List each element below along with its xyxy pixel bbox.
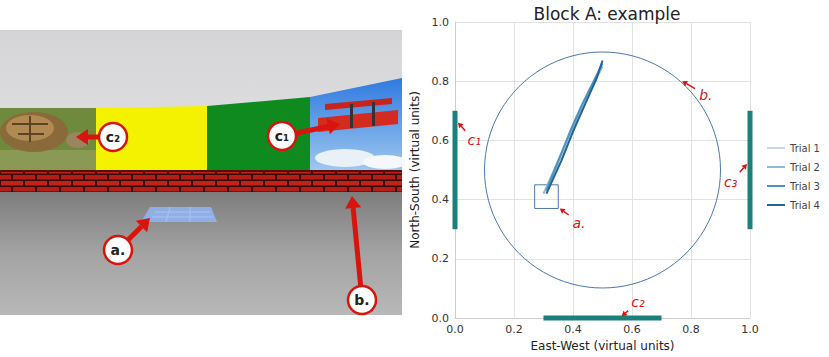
svg-text:0.4: 0.4: [564, 323, 582, 336]
svg-text:Trial 2: Trial 2: [789, 162, 820, 173]
svg-text:Trial 1: Trial 1: [789, 143, 820, 154]
svg-text:c₂: c₂: [631, 294, 645, 310]
svg-text:1.0: 1.0: [741, 323, 759, 336]
svg-text:0.4: 0.4: [432, 193, 450, 206]
svg-text:0.0: 0.0: [431, 311, 449, 325]
svg-text:Trial 4: Trial 4: [789, 200, 820, 211]
svg-text:0.6: 0.6: [432, 134, 450, 147]
svg-text:North-South (virtual units): North-South (virtual units): [408, 91, 422, 249]
svg-text:c₁: c₁: [468, 132, 481, 148]
svg-text:c₃: c₃: [724, 174, 738, 190]
svg-text:a.: a.: [111, 242, 126, 258]
svg-text:0.8: 0.8: [682, 323, 700, 336]
svg-text:Block A: example: Block A: example: [533, 4, 680, 24]
svg-text:c₂: c₂: [106, 129, 120, 145]
svg-text:a.: a.: [572, 215, 585, 231]
svg-text:1.0: 1.0: [432, 16, 450, 29]
svg-text:0.2: 0.2: [505, 323, 523, 336]
svg-text:Trial 3: Trial 3: [789, 181, 820, 192]
svg-text:b.: b.: [354, 292, 369, 308]
svg-text:b.: b.: [699, 87, 712, 103]
svg-text:0.0: 0.0: [446, 323, 464, 336]
svg-text:c₁: c₁: [275, 128, 289, 144]
svg-text:0.2: 0.2: [432, 252, 450, 265]
svg-text:0.8: 0.8: [432, 75, 450, 88]
svg-text:0.6: 0.6: [623, 323, 641, 336]
svg-text:East-West (virtual units): East-West (virtual units): [530, 339, 674, 353]
